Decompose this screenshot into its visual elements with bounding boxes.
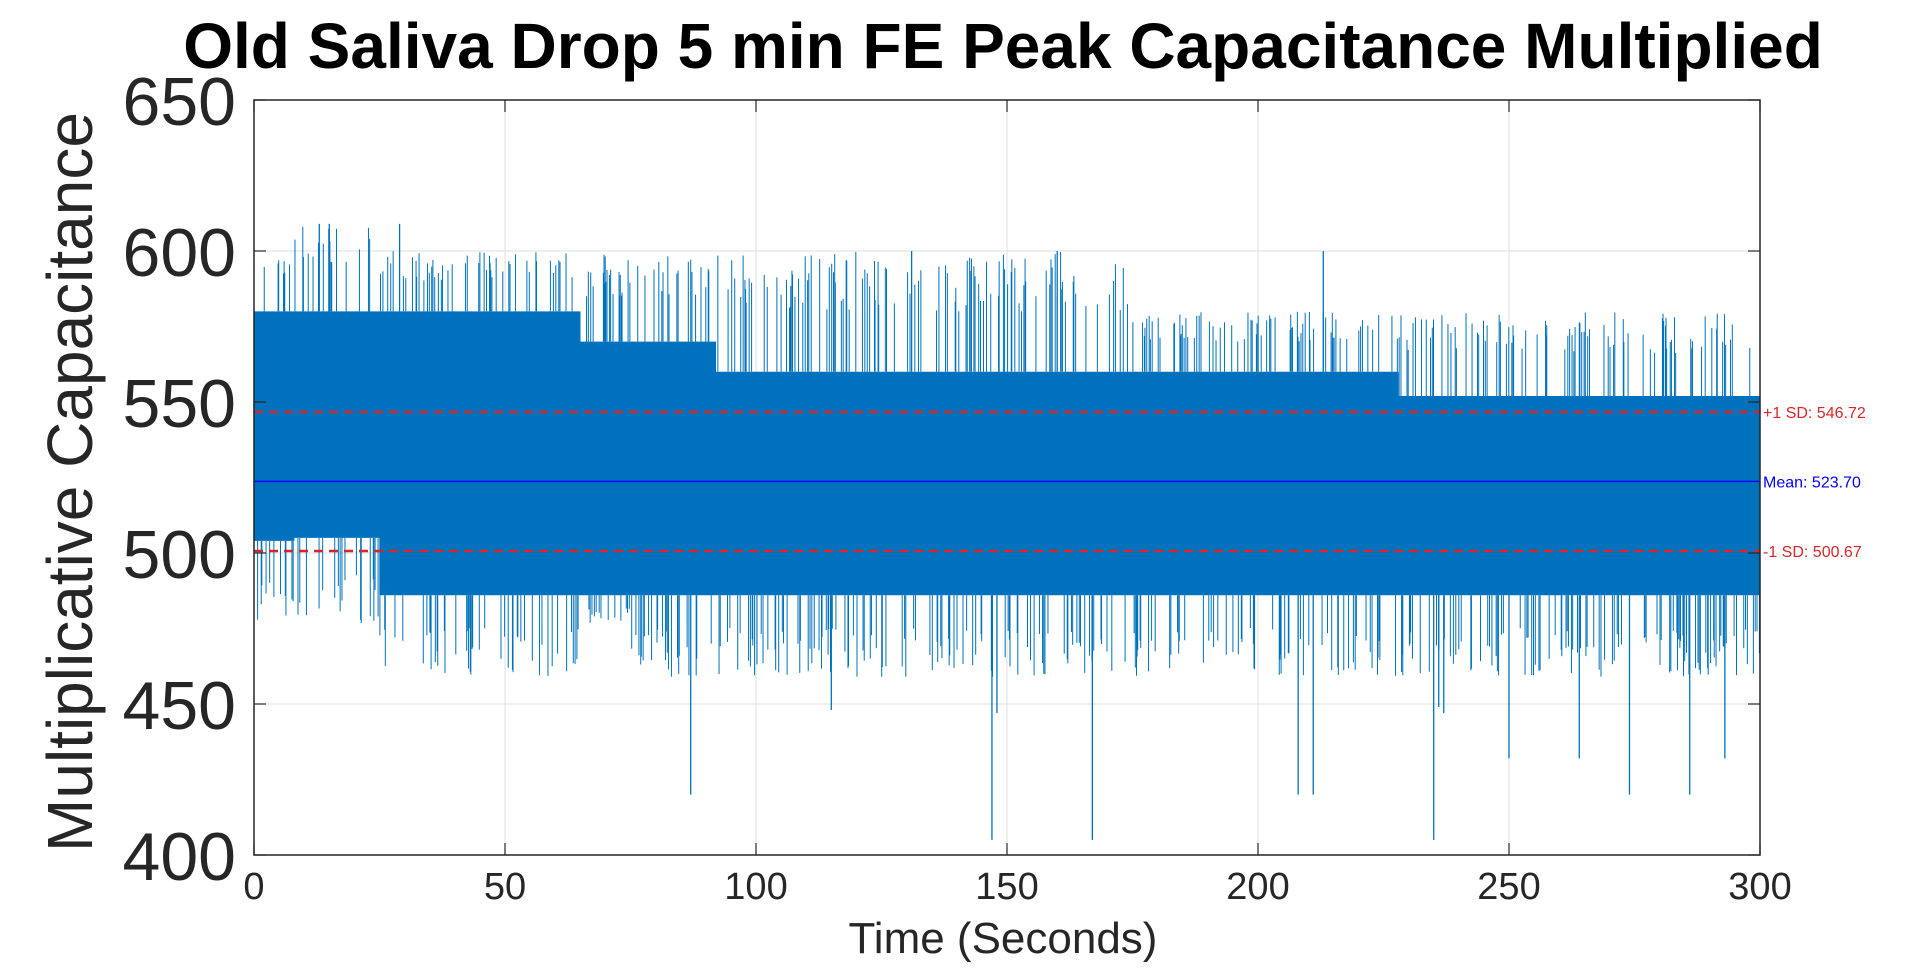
y-tick-label: 500 <box>123 517 236 593</box>
sd-label: -1 SD: 500.67 <box>1763 544 1862 561</box>
y-tick-label: 650 <box>123 64 236 140</box>
x-tick-label: 150 <box>975 866 1038 908</box>
x-tick-label: 250 <box>1477 866 1540 908</box>
signal-core <box>254 312 295 540</box>
signal-core <box>1398 396 1760 595</box>
sd-label: +1 SD: 546.72 <box>1763 405 1866 422</box>
signal-core <box>580 342 631 595</box>
mean-label: Mean: 523.70 <box>1763 474 1861 491</box>
x-tick-label: 300 <box>1728 866 1791 908</box>
signal-core <box>715 372 1133 595</box>
reference-lines-layer: +1 SD: 546.72 Mean: 523.70 -1 SD: 500.67 <box>254 405 1866 561</box>
signal-core <box>630 342 716 595</box>
y-tick-label: 400 <box>123 819 236 895</box>
y-axis-label: Multiplicative Capacitance <box>34 112 106 852</box>
axes-layer <box>253 99 1761 856</box>
signal-core <box>294 312 380 537</box>
x-tick-label: 200 <box>1226 866 1289 908</box>
x-tick-label: 100 <box>724 866 787 908</box>
x-axis-label: Time (Seconds) <box>849 914 1158 963</box>
tick-labels-layer: 0 50 100 150 200 250 300 400 450 500 550 600 650 <box>123 64 1792 908</box>
signal-excursions <box>257 226 1760 677</box>
y-tick-label: 550 <box>123 366 236 442</box>
signal-core <box>379 312 581 595</box>
x-tick-label: 50 <box>484 866 526 908</box>
data-layer <box>253 223 1760 840</box>
x-tick-label: 0 <box>243 866 264 908</box>
signal-core <box>1132 372 1399 595</box>
y-tick-label: 450 <box>123 668 236 744</box>
chart-title: Old Saliva Drop 5 min FE Peak Capacitanc… <box>183 10 1823 82</box>
y-tick-label: 600 <box>123 215 236 291</box>
